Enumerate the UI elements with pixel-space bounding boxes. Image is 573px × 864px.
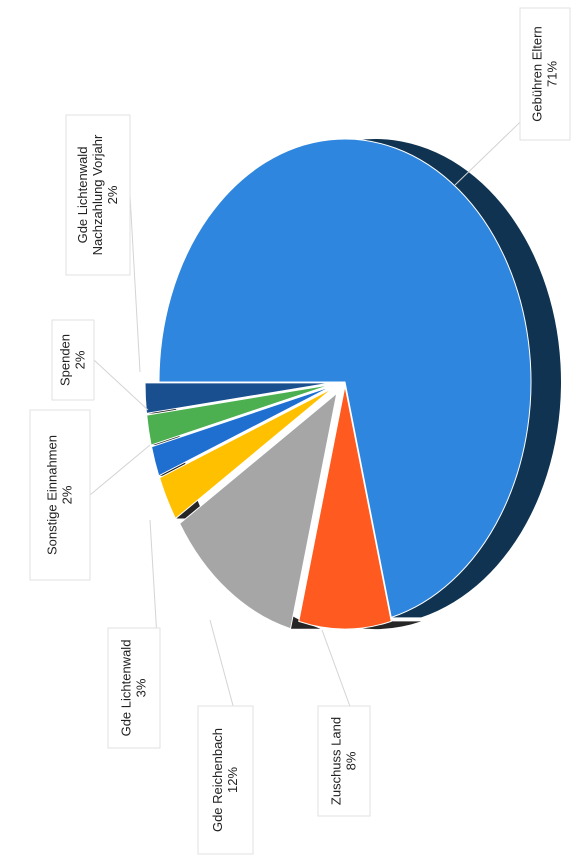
pie-slice-4 (158, 387, 333, 520)
data-label-value: 2% (73, 350, 88, 369)
data-label-text: Spenden2% (58, 334, 88, 386)
data-label-1: Gebühren Eltern71% (519, 7, 571, 141)
data-label-7: Gde LichtenwaldNachzahlung Vorjahr2% (65, 114, 131, 276)
pie-slice-1 (158, 138, 532, 619)
data-label-name: Zuschuss Land (329, 717, 344, 805)
data-labels: Gebühren Eltern71% Zuschuss Land8% Gde Rei… (29, 7, 571, 855)
leader-line-5 (89, 444, 151, 496)
data-label-text: Gde Reichenbach12% (210, 728, 240, 832)
pie-slice-2 (298, 385, 392, 630)
data-label-text: Gde Lichtenwald3% (119, 640, 149, 737)
data-label-box (65, 114, 131, 276)
data-label-2: Zuschuss Land8% (317, 705, 371, 817)
data-label-name: Sonstige Einnahmen (45, 435, 60, 555)
pie-slice-3 (179, 392, 338, 630)
pie-slice-5 (150, 385, 332, 477)
data-label-value: 2% (60, 485, 75, 504)
data-label-box (317, 705, 371, 817)
pie-layer (144, 138, 561, 630)
data-label-value: 12% (225, 767, 240, 793)
data-label-text: Zuschuss Land8% (329, 717, 359, 805)
data-label-value: 8% (344, 751, 359, 770)
data-label-text: Gebühren Eltern71% (530, 26, 560, 121)
data-label-box (197, 705, 254, 855)
data-label-name: Gde Lichtenwald (75, 147, 90, 244)
data-label-4: Gde Lichtenwald3% (107, 627, 161, 749)
leader-line-7 (129, 194, 141, 373)
data-label-name: Gde Lichtenwald (119, 640, 134, 737)
data-label-box (519, 7, 571, 141)
data-label-3: Gde Reichenbach12% (197, 705, 254, 855)
data-label-6: Spenden2% (51, 319, 95, 401)
data-label-text: Sonstige Einnahmen2% (45, 435, 75, 555)
data-label-value: 3% (134, 678, 149, 697)
data-label-text: Gde LichtenwaldNachzahlung Vorjahr2% (75, 134, 120, 255)
data-label-name: Gde Reichenbach (210, 728, 225, 832)
pie-slice-7 (144, 382, 332, 414)
data-label-value: 2% (105, 185, 120, 204)
data-label-value: 71% (545, 61, 560, 87)
data-label-box (107, 627, 161, 749)
data-label-name: Gebühren Eltern (530, 26, 545, 121)
data-label-box (51, 319, 95, 401)
leader-line-6 (93, 359, 149, 411)
data-label-5: Sonstige Einnahmen2% (29, 409, 91, 581)
data-label-box (29, 409, 91, 581)
data-label-name: Spenden (58, 334, 73, 386)
data-label-name: Nachzahlung Vorjahr (90, 134, 105, 255)
pie-slice-6 (146, 384, 332, 446)
